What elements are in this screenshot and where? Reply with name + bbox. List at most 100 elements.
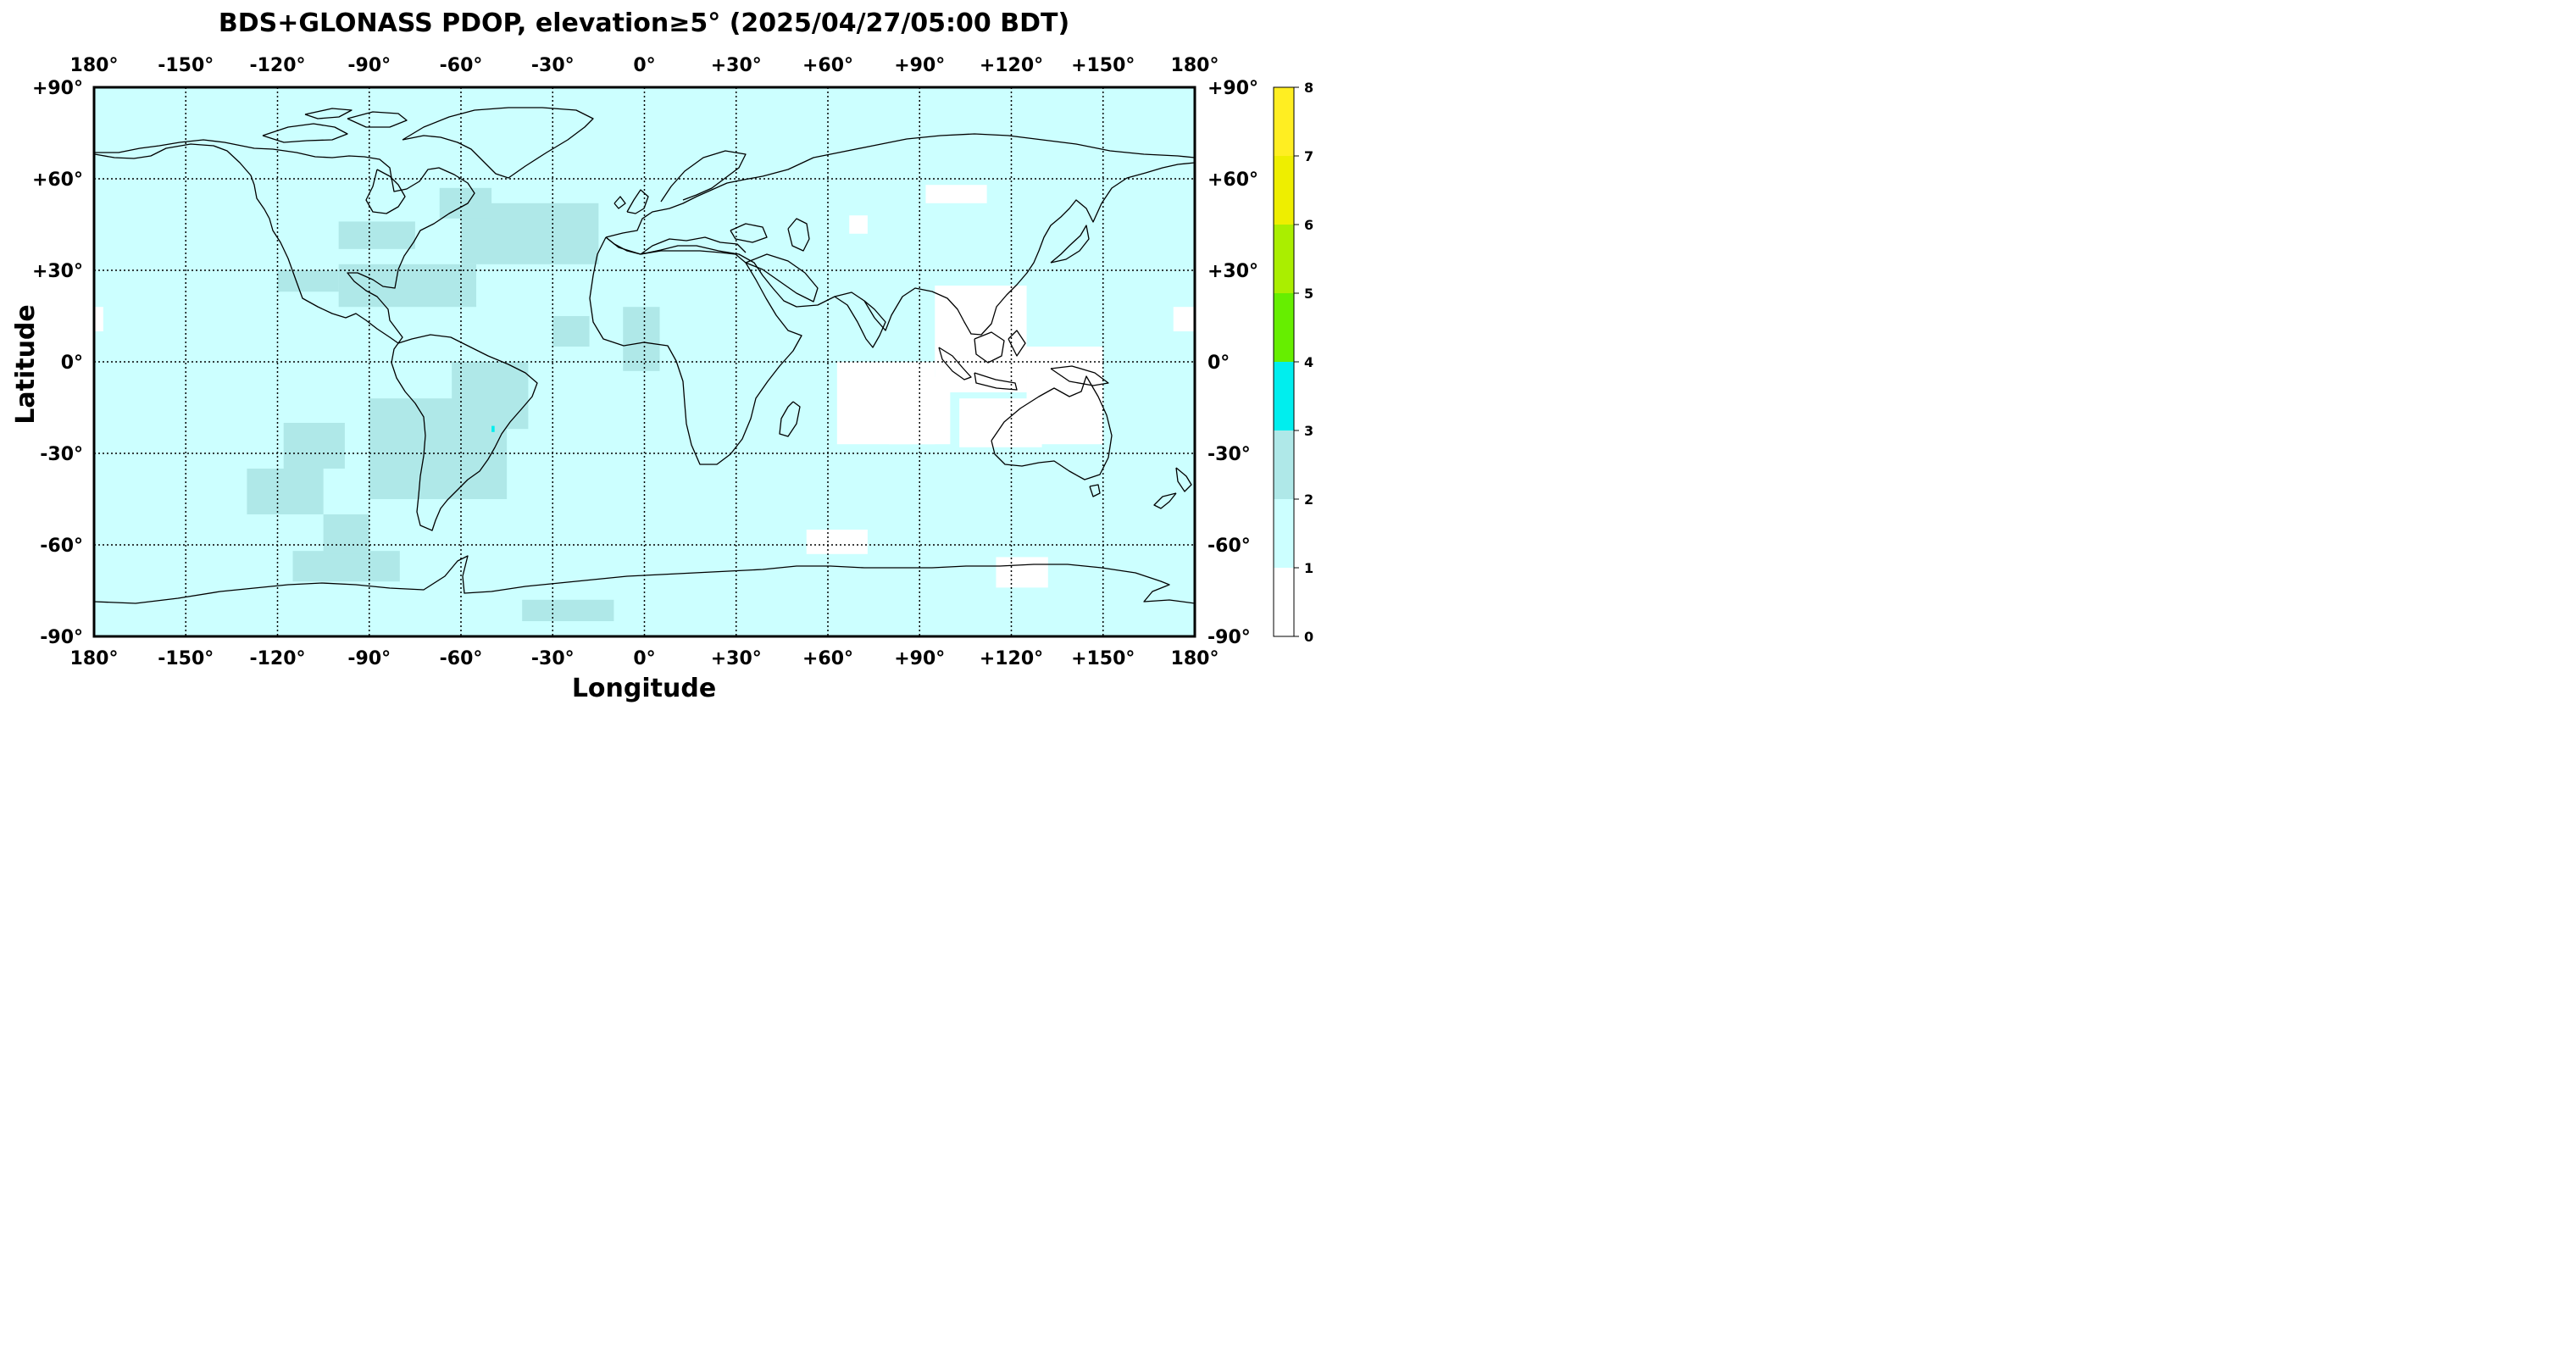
colorbar-tick-label: 6 bbox=[1304, 217, 1313, 233]
coast-mediterranean bbox=[640, 236, 747, 255]
pdop-region-low-pdop-maritime-asia bbox=[935, 286, 1027, 392]
coast-india bbox=[834, 296, 886, 348]
colorbar-tick-label: 2 bbox=[1304, 491, 1313, 508]
coast-antarctica bbox=[94, 555, 1195, 604]
y-tick-right-label: +60° bbox=[1208, 169, 1258, 191]
colorbar-tick-label: 4 bbox=[1304, 354, 1313, 370]
x-tick-top-label: -90° bbox=[347, 55, 391, 76]
coast-arabia bbox=[745, 253, 819, 303]
coast-arctic-islands bbox=[262, 108, 408, 143]
x-tick-top-label: 0° bbox=[633, 55, 655, 76]
pdop-region-low-pdop-southwest-pacific bbox=[1026, 347, 1103, 445]
pdop-region-mid-pdop-southern-ocean-1 bbox=[292, 551, 400, 582]
coast-north-america bbox=[94, 139, 475, 344]
colorbar-tick-label: 8 bbox=[1304, 80, 1313, 96]
colorbar-tick-label: 7 bbox=[1304, 148, 1313, 164]
coast-europe-asia bbox=[605, 133, 1195, 336]
gridlines bbox=[94, 87, 1195, 636]
pdop-region-low-pdop-east-pacific bbox=[94, 307, 103, 331]
pdop-region-mid-pdop-south-pacific bbox=[247, 469, 324, 514]
coast-madagascar bbox=[779, 401, 801, 437]
pdop-map-figure: 180°180°-150°-150°-120°-120°-90°-90°-60°… bbox=[11, 55, 1313, 702]
pdop-region-mid-pdop-labrador bbox=[439, 187, 492, 219]
colorbar-bin-0-1 bbox=[1274, 568, 1294, 636]
y-tick-left-label: +90° bbox=[32, 78, 83, 99]
x-tick-bottom-label: +90° bbox=[894, 648, 945, 669]
pdop-region-mid-pdop-equatorial-atlantic bbox=[552, 316, 590, 347]
coast-japan bbox=[1050, 225, 1090, 264]
y-tick-right-label: +30° bbox=[1208, 261, 1258, 282]
x-tick-top-label: -30° bbox=[531, 55, 575, 76]
colorbar-bin-4-5 bbox=[1274, 293, 1294, 362]
x-tick-top-label: +90° bbox=[894, 55, 945, 76]
pdop-region-low-pdop-west-pacific bbox=[1173, 307, 1195, 331]
coast-tasmania bbox=[1089, 484, 1101, 497]
y-tick-right-label: 0° bbox=[1208, 353, 1230, 374]
plot-frame bbox=[92, 86, 1196, 638]
pdop-region-mid-pdop-gulf-of-mexico bbox=[338, 264, 477, 308]
pdop-colorbar bbox=[1273, 86, 1295, 637]
y-tick-left-label: +60° bbox=[32, 169, 83, 191]
y-tick-left-label: +30° bbox=[32, 261, 83, 282]
x-tick-top-label: 180° bbox=[70, 55, 119, 76]
colorbar-bin-5-6 bbox=[1274, 225, 1294, 293]
colorbar-bin-7-8 bbox=[1274, 87, 1294, 156]
pdop-region-mid-pdop-mexico-pacific bbox=[277, 270, 339, 292]
pdop-region-low-pdop-southern-ocean bbox=[806, 530, 868, 554]
y-tick-right-label: -90° bbox=[1208, 627, 1251, 648]
coast-hudson-bay bbox=[365, 169, 406, 214]
coast-greenland bbox=[402, 107, 594, 179]
y-tick-left-label: -60° bbox=[40, 536, 83, 557]
coast-australia bbox=[991, 375, 1113, 480]
colorbar-tick-label: 0 bbox=[1304, 629, 1313, 645]
colorbar-bin-6-7 bbox=[1274, 156, 1294, 225]
pdop-region-high-pdop-brazil-spot bbox=[491, 425, 495, 432]
coast-scandinavia bbox=[660, 150, 747, 203]
x-tick-bottom-label: +120° bbox=[980, 648, 1043, 669]
pdop-region-mid-pdop-antarctic-sector bbox=[522, 599, 614, 621]
pdop-region-low-pdop-siberia bbox=[925, 185, 987, 203]
x-tick-bottom-label: -120° bbox=[249, 648, 305, 669]
x-tick-bottom-label: -90° bbox=[347, 648, 391, 669]
x-axis-title: Longitude bbox=[572, 674, 716, 702]
colorbar-tick-label: 3 bbox=[1304, 423, 1313, 439]
colorbar-bin-3-4 bbox=[1274, 362, 1294, 430]
pdop-region-mid-pdop-brazil bbox=[452, 362, 529, 430]
pdop-region-mid-pdop-hudson bbox=[338, 221, 415, 249]
y-axis-title: Latitude bbox=[11, 304, 41, 425]
x-tick-top-label: +150° bbox=[1071, 55, 1135, 76]
coast-british-isles bbox=[613, 189, 649, 214]
x-tick-bottom-label: -150° bbox=[158, 648, 214, 669]
coastlines-layer bbox=[94, 107, 1195, 604]
y-tick-right-label: -30° bbox=[1208, 444, 1251, 465]
coast-africa bbox=[589, 236, 802, 465]
x-tick-top-label: -150° bbox=[158, 55, 214, 76]
y-tick-left-label: -30° bbox=[40, 444, 83, 465]
colorbar-bin-1-2 bbox=[1274, 499, 1294, 568]
x-tick-top-label: 180° bbox=[1171, 55, 1219, 76]
colorbar-tick-label: 5 bbox=[1304, 286, 1313, 302]
x-tick-top-label: -60° bbox=[440, 55, 483, 76]
x-tick-bottom-label: +30° bbox=[711, 648, 762, 669]
coast-black-caspian bbox=[730, 218, 810, 252]
x-tick-bottom-label: 180° bbox=[1171, 648, 1219, 669]
x-tick-bottom-label: -30° bbox=[531, 648, 575, 669]
y-tick-right-label: +90° bbox=[1208, 78, 1258, 99]
pdop-region-low-pdop-central-asia bbox=[849, 215, 868, 234]
pdop-region-mid-pdop-pacific-high bbox=[283, 423, 345, 469]
x-tick-top-label: -120° bbox=[249, 55, 305, 76]
x-tick-top-label: +120° bbox=[980, 55, 1043, 76]
pdop-region-low-pdop-antarctic-coast bbox=[996, 557, 1048, 588]
colorbar-tick-label: 1 bbox=[1304, 560, 1313, 576]
tick-labels-layer: 180° 180° -150° -150° -120° -120° -90° -90° -60°… bbox=[32, 55, 1258, 669]
x-tick-top-label: +30° bbox=[711, 55, 762, 76]
coast-south-america bbox=[391, 334, 538, 531]
pdop-region-mid-pdop-southern-ocean-2 bbox=[323, 514, 369, 554]
x-tick-bottom-label: +60° bbox=[802, 648, 853, 669]
colorbar-bin-2-3 bbox=[1274, 430, 1294, 499]
colorbar-tick-labels: 0 1 2 3 4 5 6 7 8 bbox=[1294, 80, 1313, 645]
y-tick-left-label: -90° bbox=[40, 627, 83, 648]
pdop-region-mid-pdop-west-africa bbox=[623, 307, 660, 371]
map-title: BDS+GLONASS PDOP, elevation≥5° (2025/04/… bbox=[218, 8, 1070, 38]
coast-maritime-islands bbox=[938, 330, 1109, 391]
